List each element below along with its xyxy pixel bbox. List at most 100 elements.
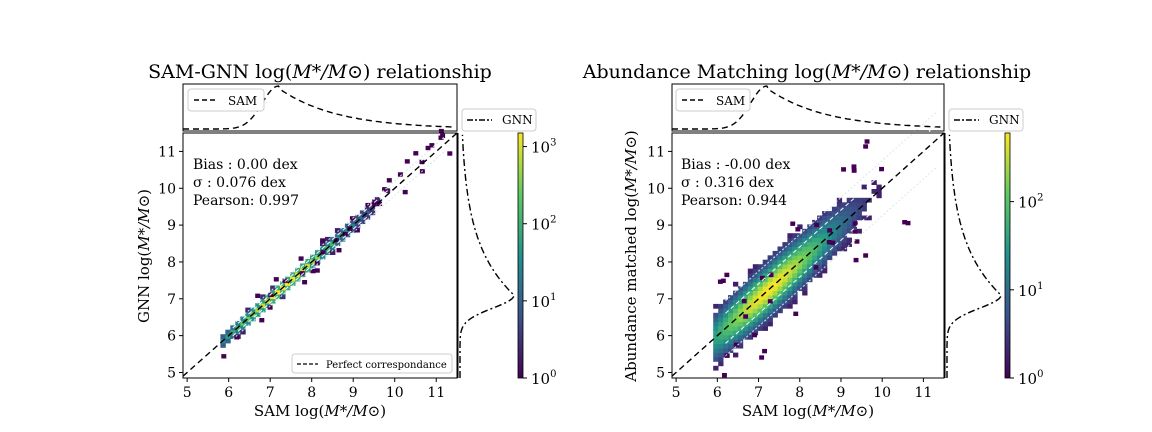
y-tick-label: 8 [167, 255, 176, 271]
heatmap-cell [728, 334, 734, 340]
heatmap-cell [245, 316, 251, 322]
heatmap-cell [822, 246, 828, 252]
heatmap-cell [836, 233, 843, 238]
heatmap-cell [364, 214, 371, 220]
heatmap-cell [260, 298, 266, 304]
x-tick-label: 11 [427, 385, 445, 401]
heatmap-cell [851, 224, 857, 230]
x-tick-label: 7 [754, 385, 763, 401]
heatmap-cell [787, 255, 793, 261]
contour-line [725, 167, 937, 357]
heatmap-cell [757, 295, 763, 300]
heatmap-cell [831, 250, 838, 256]
heatmap-cell [772, 273, 778, 278]
heatmap-cell [285, 281, 291, 286]
heatmap-cell [817, 255, 823, 261]
heatmap-cell [290, 281, 296, 286]
heatmap-cell [807, 224, 813, 230]
heatmap-cell [856, 211, 862, 216]
heatmap-cell [723, 317, 729, 322]
chart-title: SAM-GNN log(M*/M⊙) relationship [148, 61, 492, 83]
heatmap-cell [817, 219, 823, 225]
heatmap-cell [757, 273, 763, 278]
heatmap-cell [772, 312, 778, 318]
heatmap-cell [240, 316, 246, 322]
heatmap-cell [782, 242, 788, 247]
heatmap-cell [225, 334, 231, 339]
heatmap-cell [733, 281, 739, 287]
heatmap-cell [762, 295, 768, 300]
heatmap-outlier [790, 221, 796, 226]
heatmap-outlier [830, 240, 836, 245]
heatmap-cell [767, 255, 773, 261]
heatmap-cell [747, 281, 754, 287]
x-tick-label: 9 [837, 385, 846, 401]
heatmap-cell [723, 308, 729, 314]
heatmap-cell [792, 299, 798, 305]
heatmap-cell [742, 295, 749, 300]
heatmap-cell [374, 197, 381, 202]
heatmap-cell [846, 242, 852, 247]
heatmap-cell [369, 210, 376, 216]
heatmap-cell [777, 308, 783, 314]
heatmap-cell [807, 237, 813, 243]
heatmap-cell [737, 286, 744, 292]
heatmap-cell [767, 264, 773, 269]
heatmap-cell [762, 273, 768, 278]
heatmap-cell [275, 289, 281, 295]
heatmap-cell [807, 259, 813, 265]
heatmap-cell [255, 307, 261, 313]
x-tick-label: 5 [183, 385, 192, 401]
heatmap-cell [772, 286, 778, 292]
heatmap-cell [718, 326, 724, 331]
heatmap-cell [831, 206, 838, 212]
heatmap-cell [723, 312, 729, 318]
main-plot: 5 6 7 8 9 10 11 5 6 7 8 9 10 11 Bias : -0.00 dex σ :… [622, 112, 945, 420]
heatmap-cell [827, 211, 833, 216]
heatmap-cell [802, 290, 808, 296]
heatmap-cell [792, 286, 798, 292]
heatmap-cell [757, 299, 763, 305]
heatmap-cell [737, 317, 744, 322]
x-tick-label: 9 [349, 385, 358, 401]
heatmap-outlier [402, 189, 408, 195]
heatmap-outlier [851, 164, 857, 169]
heatmap-cell [747, 312, 754, 318]
heatmap-cell [359, 219, 366, 224]
heatmap-cell [846, 215, 852, 221]
top-hist-legend-label: SAM [716, 94, 745, 108]
heatmap-cell [737, 295, 744, 300]
contour-line [232, 136, 445, 326]
heatmap-cell [787, 246, 793, 252]
y-ticks: 5 6 7 8 9 10 11 [647, 144, 672, 381]
heatmap-cell [787, 250, 793, 256]
heatmap-cell [762, 281, 768, 287]
heatmap-cell [742, 303, 749, 309]
heatmap-cell [831, 246, 838, 252]
heatmap-outlier [724, 353, 730, 358]
heatmap-cell [235, 329, 241, 335]
heatmap-cell [747, 286, 754, 292]
heatmap-cell [856, 202, 862, 208]
heatmap-cell [767, 259, 773, 265]
heatmap-cell [792, 259, 798, 265]
heatmap-cell [757, 326, 763, 331]
heatmap-cell [339, 228, 346, 233]
heatmap-cell [827, 242, 833, 247]
heatmap-outlier [354, 228, 360, 233]
heatmap-cell [718, 339, 724, 345]
heatmap-cell [733, 339, 739, 345]
heatmap-cell [782, 250, 788, 256]
heatmap-cell [723, 348, 729, 353]
heatmap-cell [733, 330, 739, 336]
heatmap-cell [767, 295, 773, 300]
heatmap-cell [728, 339, 734, 345]
heatmap-outlier [404, 159, 410, 164]
y-tick-label: 9 [656, 218, 665, 234]
heatmap-cell [713, 339, 719, 345]
heatmap-cell [817, 268, 823, 274]
heatmap-cell [846, 211, 852, 216]
heatmap-cell [807, 273, 813, 278]
heatmap-cell [349, 219, 356, 224]
